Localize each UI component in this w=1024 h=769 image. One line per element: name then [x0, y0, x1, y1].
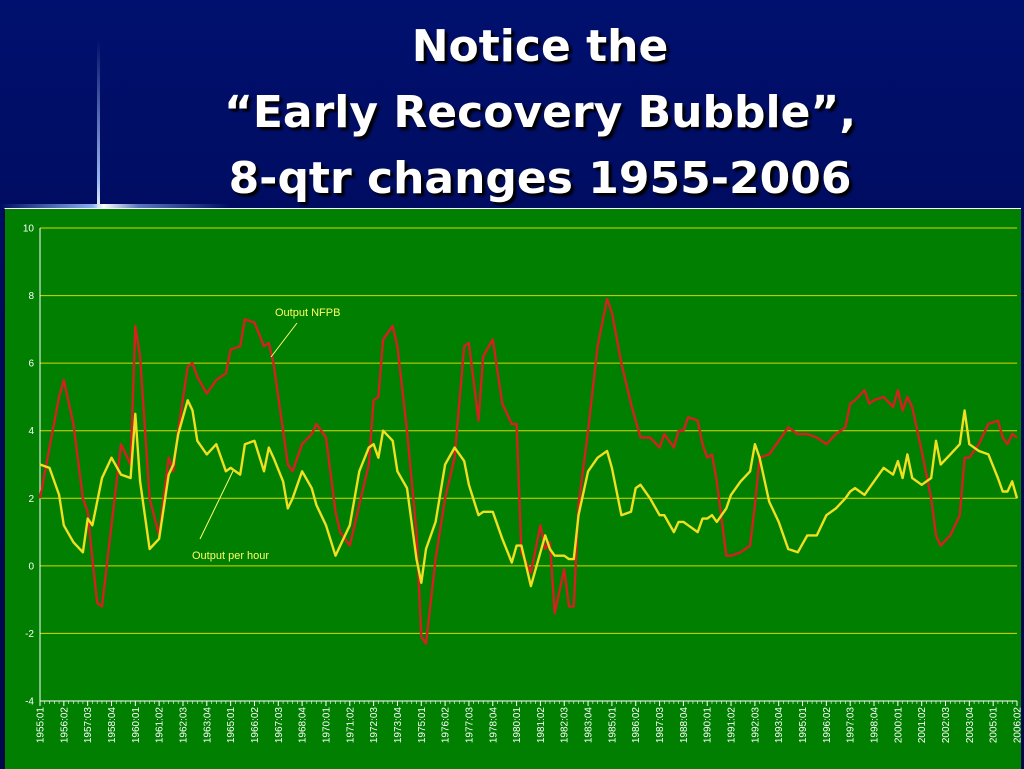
series-line-nfpb	[38, 297, 1018, 645]
x-tick-label: 1988:04	[679, 707, 690, 744]
x-tick-label: 2005:01	[989, 707, 1000, 744]
annotation-output-nfpb: Output NFPB	[275, 307, 340, 319]
x-tick-label: 1983:04	[584, 707, 595, 744]
x-tick-label: 1991:02	[727, 707, 738, 744]
x-tick-label: 1978:04	[488, 707, 499, 744]
x-tick-label: 1961:02	[155, 707, 166, 744]
x-tick-label: 1987:03	[655, 707, 666, 744]
x-tick-label: 1975:01	[417, 707, 428, 744]
chart-panel: 10 8 6 4 2 0 -2 -4 1955:01 1956:02 1957:03 1958:04 1…	[4, 208, 1021, 769]
title-line-3: 8-qtr changes 1955-2006	[228, 153, 852, 204]
annotation-leader-nfpb	[270, 322, 298, 358]
x-tick-label: 1982:03	[560, 707, 571, 744]
x-tick-label: 1986:02	[631, 707, 642, 744]
x-tick-label: 1958:04	[107, 707, 118, 744]
x-tick-label: 1957:03	[83, 707, 94, 744]
x-tick-label: 1973:04	[393, 707, 404, 744]
x-tick-label: 1996:02	[822, 707, 833, 744]
x-tick-label: 1990:01	[703, 707, 714, 744]
x-tick-label: 1963:04	[202, 707, 213, 744]
x-tick-label: 2002:03	[941, 707, 952, 744]
annotation-output-per-hour: Output per hour	[192, 550, 269, 562]
y-tick-label: 4	[28, 426, 34, 437]
annotation-leader-per-hour	[199, 470, 234, 540]
y-tick-label: -2	[25, 629, 34, 640]
x-tick-label: 1995:01	[798, 707, 809, 744]
decorative-flare-vertical	[97, 40, 100, 215]
x-tick-label: 1955:01	[36, 707, 47, 744]
series-line-per_hour	[39, 399, 1019, 588]
slide-title: Notice the “Early Recovery Bubble”, 8-qt…	[90, 14, 990, 212]
y-tick-label: -4	[25, 697, 34, 708]
y-tick-label: 8	[28, 291, 34, 302]
y-tick-label: 6	[28, 359, 34, 370]
x-tick-label: 2000:01	[893, 707, 904, 744]
x-tick-label: 2003:04	[965, 707, 976, 744]
x-tick-label: 1985:01	[607, 707, 618, 744]
x-tick-label: 2006:02	[1013, 707, 1022, 744]
x-tick-label: 1977:03	[464, 707, 475, 744]
x-tick-label: 1980:01	[512, 707, 523, 744]
x-tick-label: 1971:02	[345, 707, 356, 744]
x-tick-label: 2001:02	[917, 707, 928, 744]
x-tick-label: 1976:02	[441, 707, 452, 744]
x-tick-label: 1965:01	[226, 707, 237, 744]
y-tick-label: 0	[28, 561, 34, 572]
x-tick-label: 1993:04	[774, 707, 785, 744]
x-tick-label: 1998:04	[870, 707, 881, 744]
x-tick-label: 1972:03	[369, 707, 380, 744]
x-tick-label: 1962:03	[178, 707, 189, 744]
x-tick-label: 1997:03	[846, 707, 857, 744]
x-tick-label: 1992:03	[750, 707, 761, 744]
y-tick-label: 10	[23, 224, 35, 235]
title-line-2: “Early Recovery Bubble”,	[223, 87, 857, 138]
x-tick-label: 1956:02	[59, 707, 70, 744]
x-tick-label: 1970:01	[321, 707, 332, 744]
decorative-flare-horizontal	[0, 204, 230, 208]
x-tick-label: 1968:04	[298, 707, 309, 744]
y-tick-label: 2	[28, 494, 34, 505]
x-tick-label: 1967:03	[274, 707, 285, 744]
x-tick-label: 1981:02	[536, 707, 547, 744]
x-tick-label: 1960:01	[131, 707, 142, 744]
title-line-1: Notice the	[411, 21, 669, 72]
x-tick-label: 1966:02	[250, 707, 261, 744]
